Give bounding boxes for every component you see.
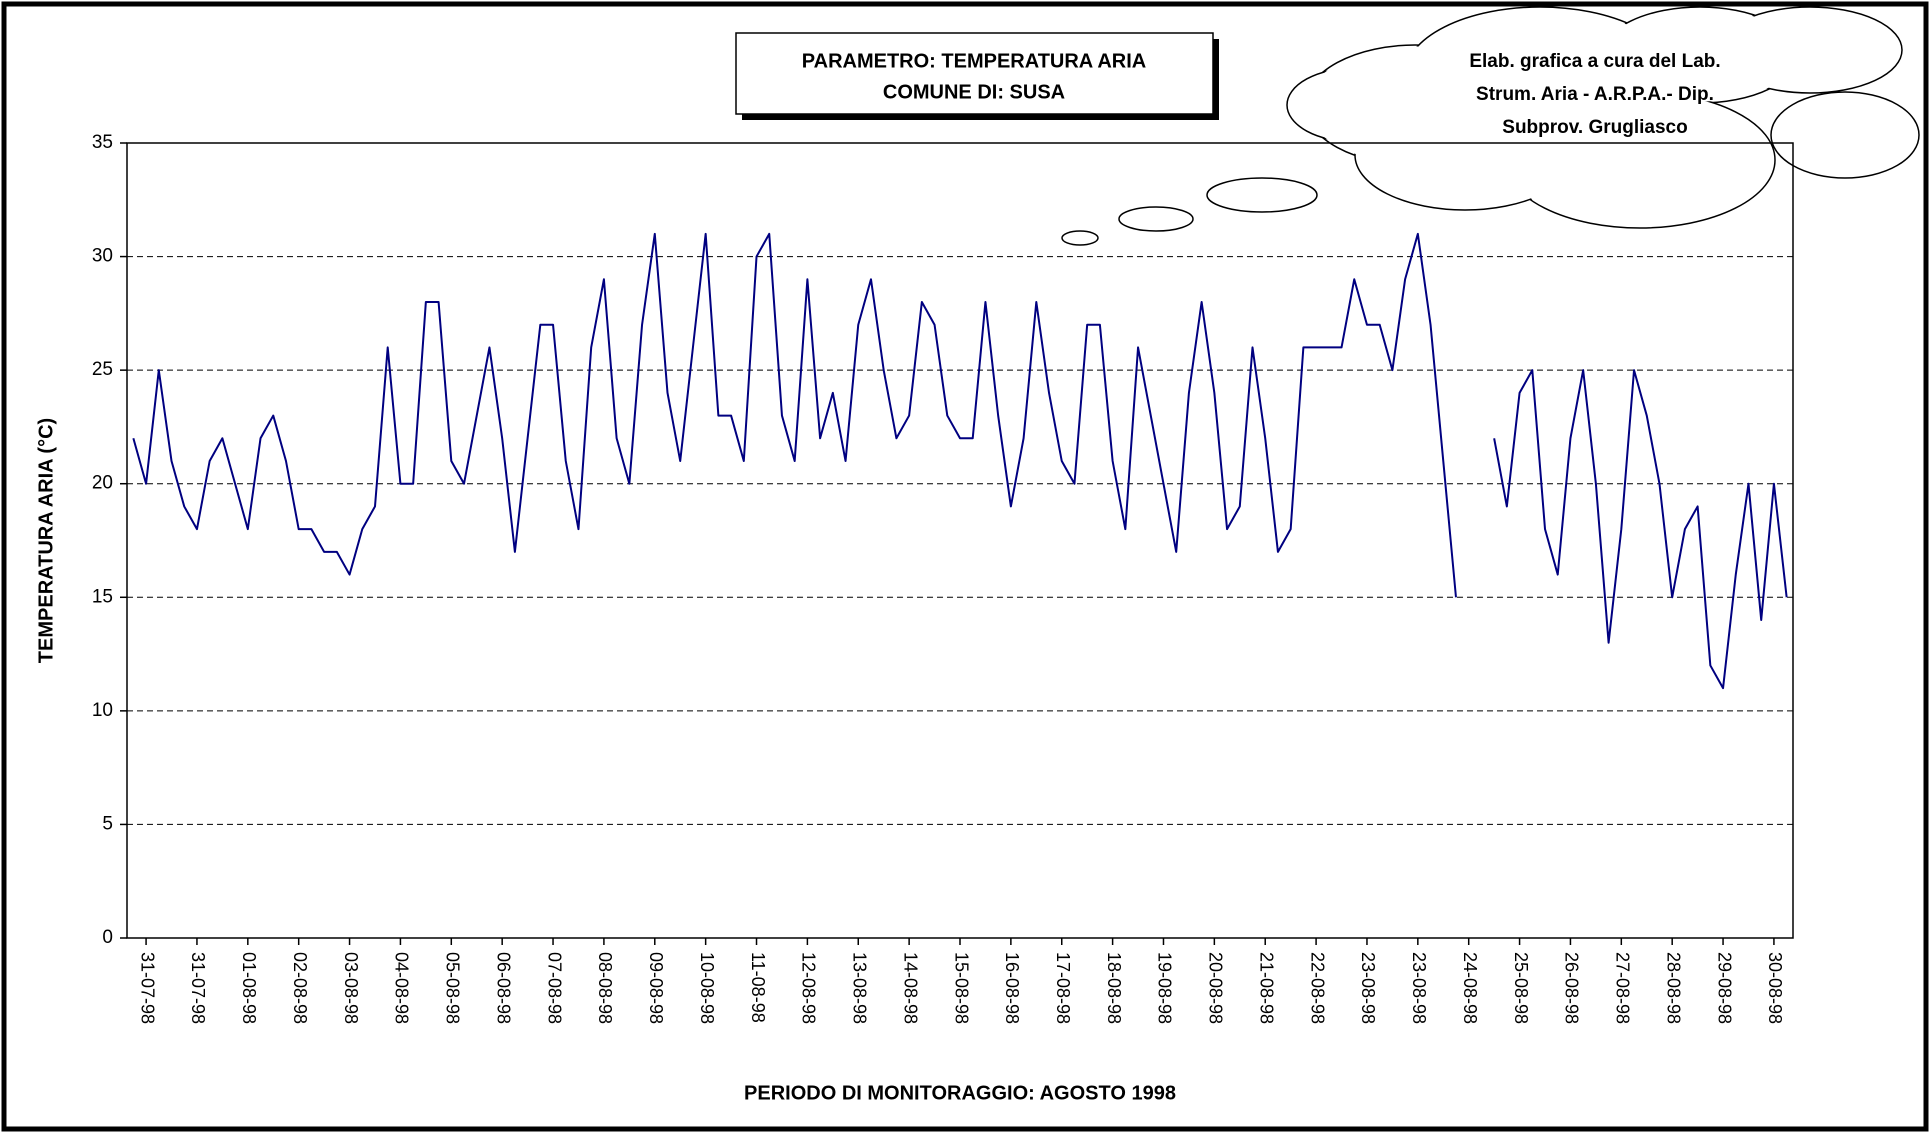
x-tick-label: 21-08-98: [1256, 952, 1276, 1024]
x-tick-label: 03-08-98: [341, 952, 361, 1024]
x-tick-label: 30-08-98: [1765, 952, 1785, 1024]
thought-bubble: [1061, 230, 1099, 246]
title-border: [735, 32, 1214, 115]
x-tick-label: 31-07-98: [188, 952, 208, 1024]
y-tick-label: 25: [92, 359, 113, 380]
x-tick-label: 09-08-98: [646, 952, 666, 1024]
y-axis-title: TEMPERATURA ARIA (°C): [35, 418, 57, 663]
y-tick-label: 30: [92, 246, 113, 267]
annotation-text: Elab. grafica a cura del Lab.: [1469, 51, 1720, 72]
x-tick-label: 23-08-98: [1358, 952, 1378, 1024]
annotation-text: Subprov. Grugliasco: [1502, 117, 1687, 138]
x-tick-label: 07-08-98: [544, 952, 564, 1024]
x-axis-title: PERIODO DI MONITORAGGIO: AGOSTO 1998: [744, 1082, 1176, 1104]
y-tick-label: 0: [102, 927, 113, 948]
x-tick-label: 05-08-98: [443, 952, 463, 1024]
cloud-fill: [1288, 69, 1422, 141]
x-tick-label: 23-08-98: [1409, 952, 1429, 1024]
cloud-fill: [1506, 93, 1774, 227]
chart-title: COMUNE DI: SUSA: [883, 81, 1065, 103]
x-tick-label: 01-08-98: [239, 952, 259, 1024]
title-box: PARAMETRO: TEMPERATURA ARIA COMUNE DI: S…: [735, 32, 1219, 120]
x-tick-label: 27-08-98: [1613, 952, 1633, 1024]
y-tick-label: 20: [92, 473, 113, 494]
x-tick-label: 22-08-98: [1307, 952, 1327, 1024]
x-tick-label: 12-08-98: [799, 952, 819, 1024]
y-tick-label: 5: [102, 813, 113, 834]
x-tick-label: 20-08-98: [1206, 952, 1226, 1024]
x-tick-label: 16-08-98: [1002, 952, 1022, 1024]
x-tick-label: 02-08-98: [290, 952, 310, 1024]
cloud-fill: [1719, 8, 1901, 92]
x-tick-label: 13-08-98: [850, 952, 870, 1024]
chart-title: PARAMETRO: TEMPERATURA ARIA: [802, 50, 1146, 72]
cloud-fill: [1356, 101, 1574, 209]
x-tick-label: 24-08-98: [1460, 952, 1480, 1024]
x-tick-label: 28-08-98: [1663, 952, 1683, 1024]
thought-bubble: [1118, 206, 1194, 232]
x-tick-label: 10-08-98: [697, 952, 717, 1024]
x-tick-label: 18-08-98: [1104, 952, 1124, 1024]
x-tick-label: 14-08-98: [900, 952, 920, 1024]
x-tick-label: 06-08-98: [493, 952, 513, 1024]
y-tick-label: 15: [92, 586, 113, 607]
y-tick-label: 10: [92, 700, 113, 721]
x-tick-label: 19-08-98: [1155, 952, 1175, 1024]
cloud-fill: [1772, 93, 1918, 177]
x-tick-label: 29-08-98: [1714, 952, 1734, 1024]
annotation-text: Strum. Aria - A.R.P.A.- Dip.: [1476, 84, 1714, 105]
thought-bubble: [1206, 177, 1318, 213]
x-tick-label: 26-08-98: [1562, 952, 1582, 1024]
x-tick-label: 31-07-98: [137, 952, 157, 1024]
x-tick-label: 17-08-98: [1053, 952, 1073, 1024]
y-tick-label: 35: [92, 132, 113, 153]
x-tick-label: 25-08-98: [1511, 952, 1531, 1024]
x-tick-label: 04-08-98: [392, 952, 412, 1024]
annotation-cloud: Elab. grafica a cura del Lab. Strum. Aria…: [1061, 6, 1920, 246]
x-tick-label: 11-08-98: [748, 952, 768, 1023]
x-tick-label: 15-08-98: [951, 952, 971, 1024]
data-line: [132, 232, 1788, 690]
x-tick-label: 08-08-98: [595, 952, 615, 1024]
